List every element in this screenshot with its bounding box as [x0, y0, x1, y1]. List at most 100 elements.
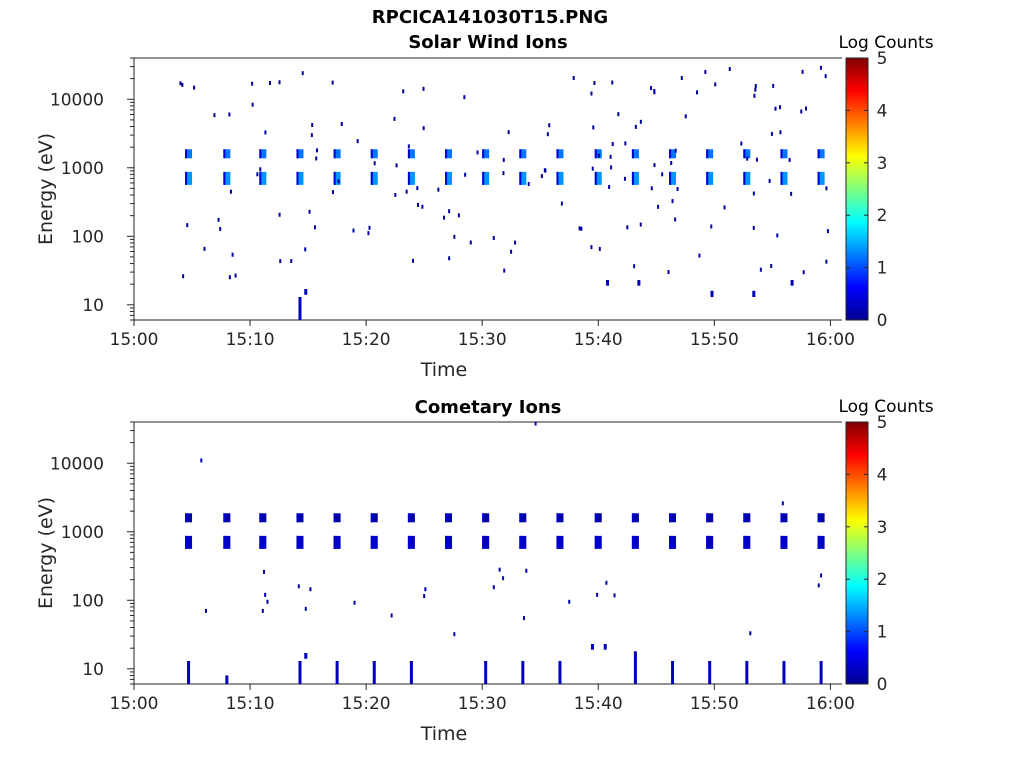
- count-cell: [740, 141, 743, 146]
- count-cell: [819, 65, 822, 70]
- count-cell: [482, 513, 490, 523]
- count-cell: [437, 187, 440, 192]
- count-cell: [296, 535, 304, 549]
- count-cell: [824, 74, 827, 79]
- count-cell: [548, 123, 551, 128]
- count-cell: [779, 130, 782, 135]
- count-cell: [820, 573, 823, 578]
- count-cell: [759, 267, 762, 272]
- count-cell: [223, 535, 231, 549]
- colorbar: Log Counts 0 1 2 3 4 5: [838, 33, 933, 331]
- count-cell: [708, 660, 712, 684]
- count-cell: [669, 513, 677, 523]
- count-cell: [445, 149, 453, 159]
- count-cell: [298, 296, 302, 320]
- count-cell: [333, 535, 341, 549]
- count-cell: [259, 167, 262, 172]
- x-tick-label: 15:10: [226, 330, 275, 350]
- count-cell: [498, 567, 501, 572]
- count-cell: [661, 172, 664, 177]
- count-cell: [594, 171, 602, 185]
- count-cell: [650, 186, 653, 191]
- count-cell: [774, 106, 777, 111]
- count-cell: [780, 513, 788, 523]
- count-cell: [817, 513, 820, 523]
- count-cell: [669, 171, 677, 185]
- count-cell: [370, 171, 373, 185]
- count-cell: [594, 171, 597, 185]
- count-cell: [181, 82, 184, 87]
- y-tick-label: 10000: [50, 90, 104, 110]
- count-cell: [502, 576, 505, 581]
- count-cell: [704, 69, 707, 74]
- count-cell: [395, 163, 398, 168]
- count-cell: [290, 259, 293, 264]
- y-tick-label: 10: [82, 296, 104, 316]
- count-cell: [278, 212, 281, 217]
- plot-area: [134, 422, 842, 684]
- count-cell: [519, 171, 527, 185]
- count-cell: [653, 88, 656, 93]
- count-cell: [422, 126, 425, 131]
- count-cell: [610, 165, 613, 170]
- count-cell: [370, 149, 373, 159]
- colorbar-tick-label: 5: [877, 413, 888, 433]
- count-cell: [296, 149, 304, 159]
- count-cell: [609, 154, 612, 159]
- count-cell: [502, 171, 505, 176]
- count-cell: [422, 86, 425, 91]
- count-cell: [259, 535, 262, 549]
- count-cell: [370, 535, 373, 549]
- count-cell: [770, 131, 773, 136]
- count-cell: [817, 583, 820, 588]
- colorbar-tick-label: 0: [877, 675, 888, 695]
- count-cell: [788, 157, 791, 162]
- count-cell: [631, 535, 634, 549]
- y-tick-label: 100: [72, 591, 104, 611]
- count-cell: [482, 149, 485, 159]
- y-axis-label: Energy (eV): [35, 497, 57, 609]
- count-cell: [714, 82, 717, 87]
- count-cell: [743, 535, 751, 549]
- count-cell: [407, 513, 410, 523]
- count-cell: [259, 535, 267, 549]
- count-cell: [333, 149, 336, 159]
- count-cell: [754, 84, 757, 89]
- count-cell: [770, 263, 773, 268]
- count-cell: [723, 205, 726, 210]
- count-cell: [544, 168, 547, 173]
- y-tick-label: 10: [82, 660, 104, 680]
- count-cell: [296, 171, 299, 185]
- count-cell: [817, 535, 820, 549]
- count-cell: [259, 149, 262, 159]
- count-cell: [370, 149, 378, 159]
- count-cell: [229, 189, 232, 194]
- count-cell: [251, 81, 254, 86]
- count-cell: [591, 166, 594, 171]
- count-cell: [251, 102, 254, 107]
- count-cell: [578, 226, 581, 231]
- count-cell: [611, 80, 614, 85]
- count-cell: [333, 535, 336, 549]
- count-cell: [519, 513, 522, 523]
- count-cell: [522, 616, 525, 621]
- count-cell: [453, 234, 456, 239]
- count-cell: [407, 535, 410, 549]
- count-cell: [223, 171, 231, 185]
- x-tick-label: 15:20: [342, 694, 391, 714]
- figure-title: RPCICA141030T15.PNG: [371, 7, 609, 28]
- count-cell: [368, 225, 371, 230]
- x-tick-label: 15:30: [458, 330, 507, 350]
- colorbar-tick-label: 1: [877, 259, 888, 279]
- count-cell: [670, 161, 673, 166]
- count-cell: [482, 535, 485, 549]
- count-cell: [333, 171, 341, 185]
- count-cell: [457, 213, 460, 218]
- x-axis-label: Time: [420, 359, 468, 381]
- count-cell: [768, 178, 771, 183]
- count-cell: [817, 149, 820, 159]
- count-cell: [639, 119, 642, 124]
- count-cell: [200, 458, 203, 463]
- x-tick-label: 15:50: [690, 330, 739, 350]
